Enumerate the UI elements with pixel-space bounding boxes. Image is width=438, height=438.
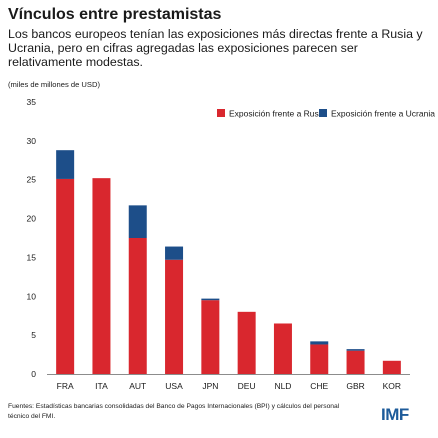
y-axis-label: (miles de millones de USD) <box>8 80 100 89</box>
y-tick-label: 35 <box>27 97 37 107</box>
legend-label: Exposición frente a Rusia <box>229 109 326 119</box>
x-tick-label: JPN <box>202 381 218 391</box>
bar-segment-russia <box>346 350 365 374</box>
x-tick-label: DEU <box>238 381 256 391</box>
bar-segment-ukraine <box>128 205 147 238</box>
bar-segment-russia <box>56 178 75 374</box>
bar-segment-russia <box>382 360 401 374</box>
y-tick-label: 25 <box>27 175 37 185</box>
legend-swatch-ukraine <box>319 109 327 117</box>
x-tick-label: USA <box>165 381 183 391</box>
bar-segment-russia <box>165 259 184 374</box>
bar-segment-russia <box>92 178 111 374</box>
y-tick-label: 30 <box>27 136 37 146</box>
bar-segment-russia <box>128 238 147 374</box>
y-axis: 0 5 10 15 20 25 30 35 <box>27 97 37 379</box>
y-tick-label: 0 <box>31 369 36 379</box>
source-note: Fuentes: Estadísticas bancarias consolid… <box>8 403 340 420</box>
x-tick-label: ITA <box>95 381 108 391</box>
y-tick-label: 10 <box>27 291 37 301</box>
x-tick-label: GBR <box>346 381 364 391</box>
bar-segment-russia <box>237 311 256 374</box>
legend-swatch-russia <box>217 109 225 117</box>
chart-title: Vínculos entre prestamistas <box>8 6 222 23</box>
x-tick-label: AUT <box>129 381 146 391</box>
legend-label: Exposición frente a Ucrania <box>331 109 435 119</box>
bar-segment-ukraine <box>56 150 75 179</box>
bars <box>56 150 401 374</box>
x-tick-label: CHE <box>310 381 328 391</box>
imf-logo: IMF <box>381 405 409 424</box>
y-tick-label: 20 <box>27 214 37 224</box>
bar-segment-russia <box>310 344 329 374</box>
bar-segment-ukraine <box>346 349 365 351</box>
x-tick-label: KOR <box>383 381 401 391</box>
bar-segment-ukraine <box>165 246 184 260</box>
y-tick-label: 15 <box>27 252 37 262</box>
y-tick-label: 5 <box>31 330 36 340</box>
bar-segment-russia <box>201 300 220 374</box>
chart-subtitle: Los bancos europeos tenían las exposicio… <box>8 27 423 69</box>
bar-segment-ukraine <box>201 298 220 301</box>
bar-segment-ukraine <box>310 341 329 345</box>
bar-chart: 0 5 10 15 20 25 30 35 FRA ITA AUT USA JPN DEU NLD CHE G… <box>27 97 436 391</box>
x-axis: FRA ITA AUT USA JPN DEU NLD CHE GBR KOR <box>47 374 410 391</box>
x-tick-label: FRA <box>57 381 74 391</box>
bar-segment-russia <box>273 323 292 374</box>
legend: Exposición frente a Rusia Exposición fren… <box>217 109 435 119</box>
x-tick-label: NLD <box>274 381 291 391</box>
